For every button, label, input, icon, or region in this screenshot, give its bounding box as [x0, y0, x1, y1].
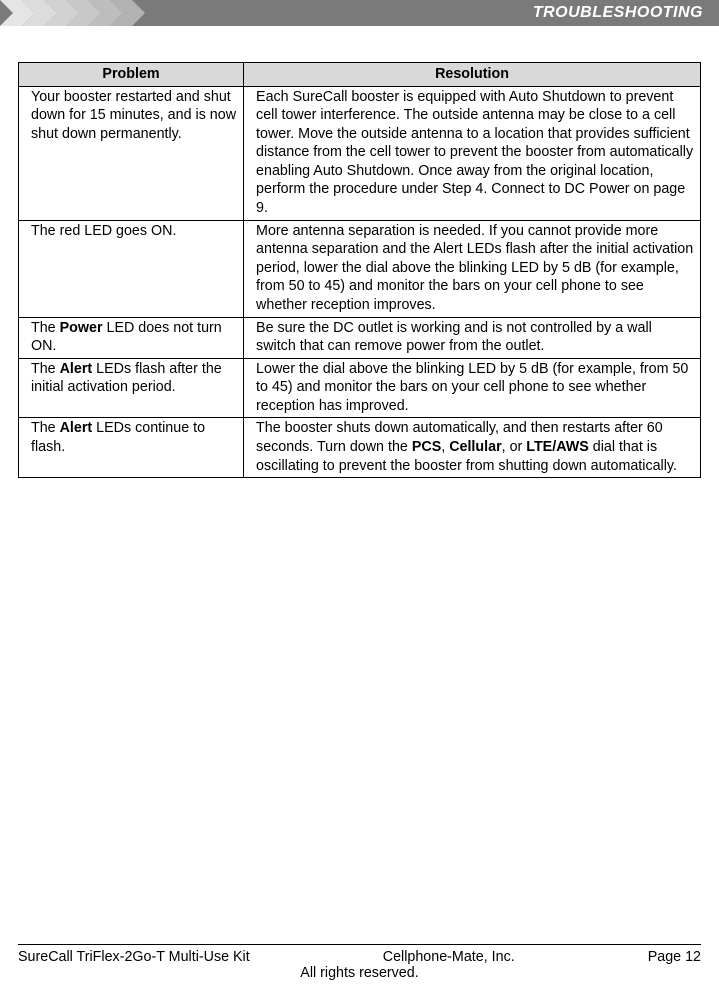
cell-problem: The Alert LEDs flash after the initial a… [19, 358, 244, 418]
cell-problem: Your booster restarted and shut down for… [19, 86, 244, 220]
footer-line2: All rights reserved. [18, 965, 701, 981]
table-row: The Power LED does not turn ON. Be sure … [19, 317, 701, 358]
cell-problem: The Alert LEDs continue to flash. [19, 418, 244, 478]
cell-resolution: The booster shuts down automatically, an… [244, 418, 701, 478]
header-chevrons [0, 0, 150, 26]
cell-problem: The red LED goes ON. [19, 220, 244, 317]
page-footer: SureCall TriFlex-2Go-T Multi-Use Kit Cel… [18, 944, 701, 981]
footer-center: Cellphone-Mate, Inc. [383, 949, 515, 965]
footer-right: Page 12 [648, 949, 701, 965]
footer-left: SureCall TriFlex-2Go-T Multi-Use Kit [18, 949, 250, 965]
cell-resolution: Each SureCall booster is equipped with A… [244, 86, 701, 220]
table-row: The Alert LEDs flash after the initial a… [19, 358, 701, 418]
cell-resolution: Lower the dial above the blinking LED by… [244, 358, 701, 418]
table-row: The Alert LEDs continue to flash. The bo… [19, 418, 701, 478]
column-header-problem: Problem [19, 63, 244, 87]
header-bar: TROUBLESHOOTING [0, 0, 719, 26]
troubleshooting-table: Problem Resolution Your booster restarte… [18, 62, 701, 478]
cell-resolution: Be sure the DC outlet is working and is … [244, 317, 701, 358]
table-row: Your booster restarted and shut down for… [19, 86, 701, 220]
cell-problem: The Power LED does not turn ON. [19, 317, 244, 358]
content-area: Problem Resolution Your booster restarte… [0, 26, 719, 478]
page-title: TROUBLESHOOTING [533, 4, 703, 22]
table-row: The red LED goes ON. More antenna separa… [19, 220, 701, 317]
column-header-resolution: Resolution [244, 63, 701, 87]
cell-resolution: More antenna separation is needed. If yo… [244, 220, 701, 317]
